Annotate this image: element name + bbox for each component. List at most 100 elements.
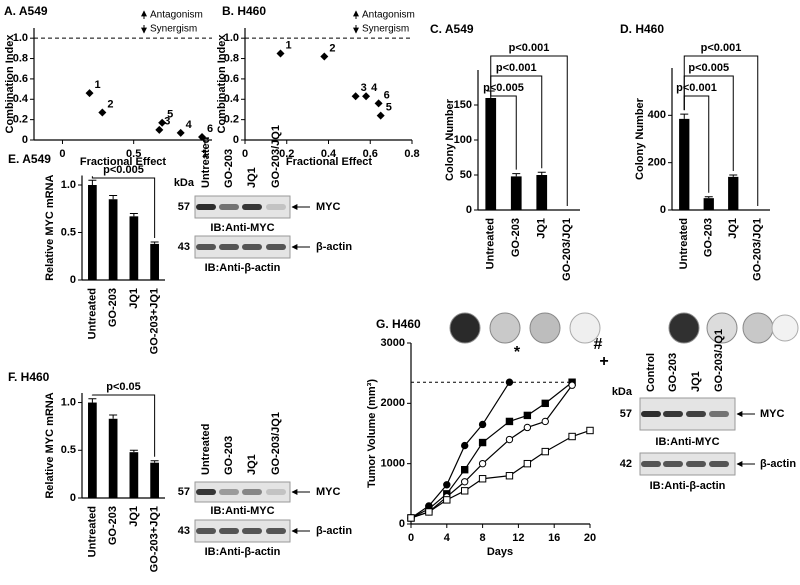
y-tick-label: 0.4 bbox=[13, 93, 29, 105]
point bbox=[505, 472, 514, 480]
x-tick-label: JQ1 bbox=[128, 288, 140, 309]
y-tick-label: 1.0 bbox=[13, 32, 28, 44]
lane-label: GO-203 bbox=[223, 436, 235, 475]
significance-bracket bbox=[91, 176, 156, 238]
x-tick-label: JQ1 bbox=[536, 218, 548, 239]
blot-band bbox=[219, 528, 239, 534]
y-tick-label: 1.0 bbox=[61, 396, 76, 408]
x-tick-label: GO-203/JQ1 bbox=[561, 218, 573, 281]
point bbox=[568, 381, 576, 389]
y-tick-label: 0 bbox=[22, 134, 28, 146]
y-tick-label: 400 bbox=[648, 109, 666, 121]
point-label: 6 bbox=[207, 123, 213, 135]
annotation: Synergism bbox=[150, 24, 197, 35]
x-tick-label: 16 bbox=[548, 532, 560, 544]
x-tick-label: JQ1 bbox=[128, 506, 140, 527]
kda-marker: 57 bbox=[178, 201, 190, 213]
blot-band bbox=[242, 489, 262, 495]
bar bbox=[88, 402, 97, 498]
y-tick-label: 100 bbox=[454, 134, 472, 146]
x-tick-label: 12 bbox=[512, 532, 524, 544]
point bbox=[568, 432, 576, 441]
point bbox=[198, 132, 207, 141]
error-bar bbox=[150, 460, 159, 463]
y-tick-label: 3000 bbox=[381, 337, 405, 349]
point bbox=[505, 417, 514, 426]
significance-label: p<0.001 bbox=[509, 42, 550, 54]
blot-band bbox=[709, 461, 729, 467]
point-label: 5 bbox=[167, 109, 173, 121]
x-tick-label: 0.6 bbox=[363, 148, 378, 160]
point bbox=[376, 111, 385, 120]
x-tick-label: 0 bbox=[408, 532, 414, 544]
plate bbox=[706, 312, 738, 344]
plate bbox=[449, 312, 481, 344]
blot-band bbox=[196, 244, 216, 250]
x-tick-label: GO-203 bbox=[703, 218, 715, 257]
x-tick-label: 20 bbox=[584, 532, 596, 544]
lane-label: Control bbox=[645, 353, 657, 392]
point-label: 2 bbox=[107, 98, 113, 110]
panel-title: A. A549 bbox=[4, 4, 48, 18]
point bbox=[98, 108, 107, 117]
series-line bbox=[410, 429, 591, 519]
y-tick-label: 0.8 bbox=[13, 52, 28, 64]
bar bbox=[703, 198, 714, 210]
error-bar bbox=[729, 174, 738, 177]
panel-title: B. H460 bbox=[222, 4, 266, 18]
point bbox=[523, 423, 532, 432]
y-axis-label: Relative MYC mRNA bbox=[44, 392, 56, 498]
lane-label: JQ1 bbox=[246, 454, 258, 475]
antibody-label: IB:Anti-MYC bbox=[655, 436, 719, 448]
significance-label: p<0.005 bbox=[483, 82, 524, 94]
point bbox=[176, 128, 185, 137]
point-label: 4 bbox=[371, 82, 378, 94]
kda-marker: 43 bbox=[178, 241, 190, 253]
y-tick-label: 0 bbox=[70, 492, 76, 504]
panel-title: E. A549 bbox=[8, 152, 51, 166]
point-label: 6 bbox=[384, 89, 390, 101]
band-label: β-actin bbox=[316, 241, 352, 253]
y-tick-label: 1000 bbox=[381, 458, 405, 470]
bar bbox=[728, 176, 739, 210]
blot-band bbox=[686, 411, 706, 417]
point bbox=[505, 435, 514, 444]
x-tick-label: GO-203/JQ1 bbox=[752, 218, 764, 281]
x-tick-label: GO-203+JQ1 bbox=[149, 288, 161, 354]
panel-title: C. A549 bbox=[430, 22, 474, 36]
band-label: β-actin bbox=[760, 458, 796, 470]
x-tick-label: Untreated bbox=[678, 218, 690, 269]
blot-band bbox=[266, 528, 286, 534]
y-tick-label: 0.6 bbox=[224, 73, 239, 85]
point bbox=[320, 52, 329, 61]
x-tick-label: GO-203 bbox=[107, 506, 119, 545]
blot-band bbox=[663, 411, 683, 417]
x-tick-label: 8 bbox=[480, 532, 486, 544]
y-tick-label: 0.6 bbox=[13, 73, 28, 85]
bar bbox=[129, 216, 139, 280]
significance-label: p<0.05 bbox=[106, 381, 141, 393]
y-tick-label: 0 bbox=[233, 134, 239, 146]
antibody-label: IB:Anti-MYC bbox=[210, 505, 274, 517]
point-label: 4 bbox=[186, 119, 193, 131]
bar bbox=[679, 118, 690, 210]
bar bbox=[129, 452, 139, 498]
x-axis-label: Fractional Effect bbox=[286, 156, 373, 168]
point bbox=[461, 487, 469, 495]
y-tick-label: 0.2 bbox=[224, 114, 239, 126]
blot-band bbox=[196, 204, 216, 210]
error-bar bbox=[88, 398, 97, 403]
blot-band bbox=[709, 411, 729, 417]
kda-marker: 57 bbox=[178, 486, 190, 498]
point bbox=[85, 89, 94, 98]
point bbox=[478, 438, 487, 447]
x-tick-label: Untreated bbox=[86, 506, 98, 557]
y-tick-label: 150 bbox=[454, 99, 472, 111]
y-tick-label: 2000 bbox=[381, 397, 405, 409]
bar bbox=[150, 462, 159, 498]
bar bbox=[485, 98, 497, 210]
point-label: 3 bbox=[361, 82, 367, 94]
plate bbox=[771, 314, 799, 342]
blot-band bbox=[242, 244, 262, 250]
x-tick-label: 0.8 bbox=[404, 148, 419, 160]
